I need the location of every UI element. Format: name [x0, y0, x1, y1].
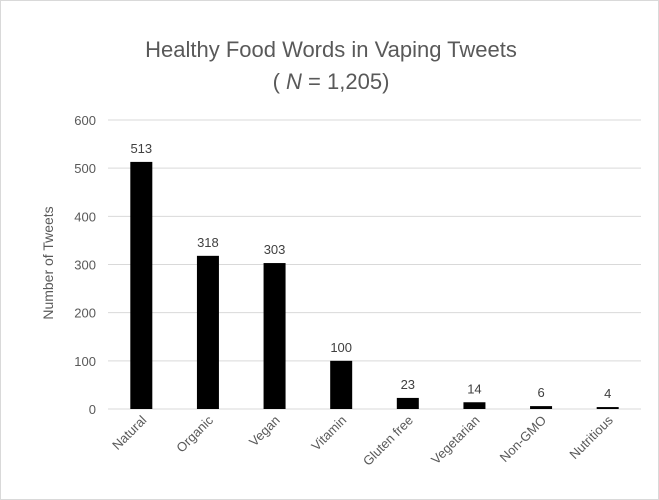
- subtitle-suffix: = 1,205): [302, 69, 389, 94]
- bar-nutritious: [596, 407, 619, 409]
- x-axis-category-labels: Natural Organic Vegan Vitamin Gluten free Veg…: [109, 412, 616, 468]
- y-axis-tick-labels: 0 100 200 300 400 500 600: [74, 113, 96, 417]
- data-label-gluten-free: 23: [401, 377, 415, 392]
- subtitle-n-symbol: N: [286, 69, 302, 94]
- y-axis-title: Number of Tweets: [40, 206, 56, 319]
- x-tick-label-vegan: Vegan: [246, 413, 283, 450]
- bars: [130, 161, 619, 409]
- y-tick-label-400: 400: [74, 209, 96, 224]
- x-tick-label-gluten-free: Gluten free: [360, 413, 416, 469]
- y-tick-label-600: 600: [74, 113, 96, 128]
- bar-vitamin: [330, 360, 353, 409]
- data-labels: 513 318 303 100 23 14 6 4: [130, 141, 611, 401]
- data-label-vitamin: 100: [330, 340, 352, 355]
- x-tick-label-nutritious: Nutritious: [566, 412, 616, 462]
- bar-non-gmo: [530, 406, 553, 409]
- bar-vegan: [263, 263, 286, 409]
- gridlines: [108, 119, 641, 410]
- y-tick-label-500: 500: [74, 161, 96, 176]
- data-label-organic: 318: [197, 235, 219, 250]
- bar-natural: [130, 161, 153, 409]
- bar-gluten-free: [396, 397, 419, 409]
- data-label-nutritious: 4: [604, 386, 611, 401]
- bar-organic: [196, 255, 219, 409]
- x-tick-label-organic: Organic: [173, 412, 216, 455]
- y-tick-label-300: 300: [74, 258, 96, 273]
- chart-subtitle: ( N = 1,205): [273, 69, 390, 94]
- data-label-vegan: 303: [264, 242, 286, 257]
- y-tick-label-200: 200: [74, 306, 96, 321]
- x-tick-label-vegetarian: Vegetarian: [428, 413, 483, 468]
- data-label-vegetarian: 14: [467, 381, 481, 396]
- data-label-natural: 513: [130, 141, 152, 156]
- y-tick-label-100: 100: [74, 354, 96, 369]
- bar-vegetarian: [463, 402, 486, 409]
- x-tick-label-non-gmo: Non-GMO: [497, 413, 549, 465]
- subtitle-prefix: (: [273, 69, 286, 94]
- y-tick-label-0: 0: [89, 402, 96, 417]
- chart-title: Healthy Food Words in Vaping Tweets: [145, 37, 517, 62]
- x-tick-label-natural: Natural: [109, 412, 149, 452]
- x-tick-label-vitamin: Vitamin: [308, 413, 349, 454]
- data-label-non-gmo: 6: [537, 385, 544, 400]
